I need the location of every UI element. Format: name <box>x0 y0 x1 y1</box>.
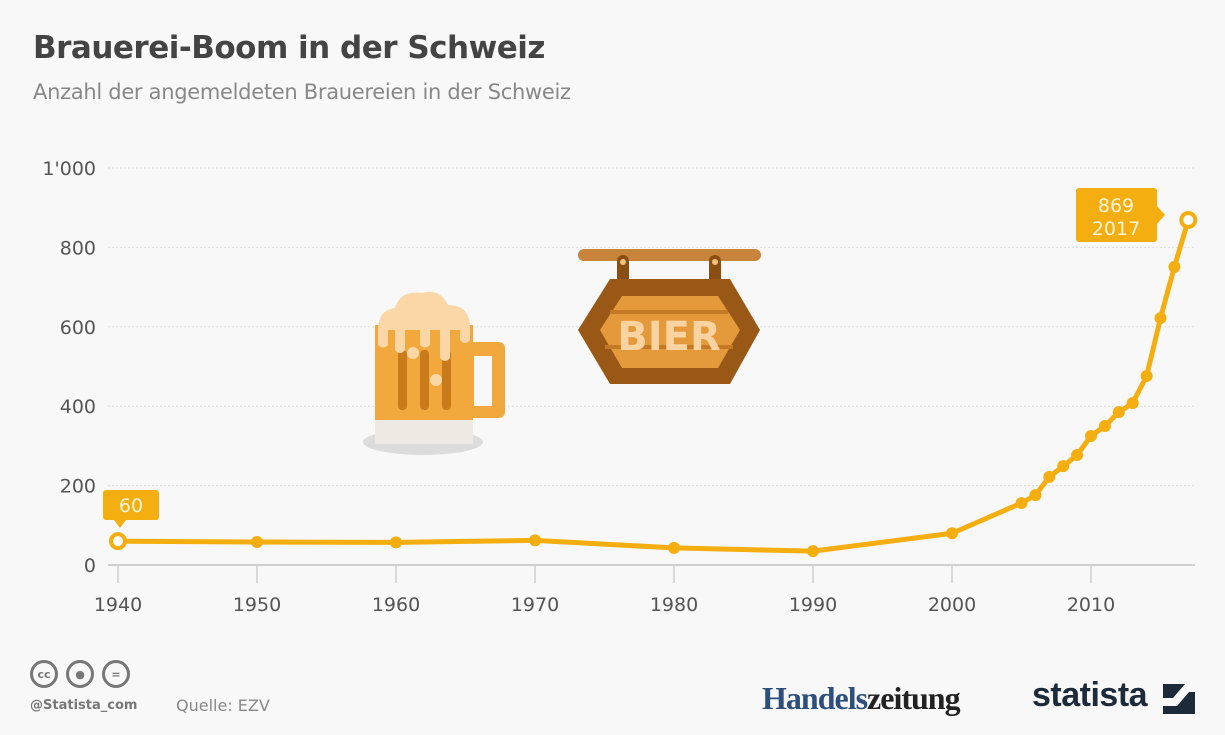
data-point <box>390 536 402 549</box>
statista-logo-icon <box>1163 684 1195 714</box>
attribution-icon: ● <box>66 660 94 688</box>
data-point <box>1071 449 1084 462</box>
x-tick-label: 1960 <box>372 594 420 616</box>
beer-sign-icon: BIER <box>578 249 761 384</box>
chart-title: Brauerei-Boom in der Schweiz <box>33 30 545 66</box>
data-point <box>1057 460 1070 473</box>
y-axis: 0 200 400 600 800 1'000 <box>42 158 96 577</box>
y-tick-label: 200 <box>60 476 96 498</box>
data-point <box>109 532 127 551</box>
y-tick-label: 800 <box>60 237 96 259</box>
statista-handle: @Statista_com <box>30 698 138 713</box>
y-tick-label: 1'000 <box>42 158 96 180</box>
license-icons: cc ● = <box>30 660 130 688</box>
cc-icon: cc <box>30 660 58 688</box>
data-point <box>1179 211 1198 230</box>
x-tick-label: 1950 <box>233 594 281 616</box>
data-point <box>1015 497 1028 510</box>
x-tick-label: 2010 <box>1067 594 1115 616</box>
x-tick-label: 1970 <box>511 594 559 616</box>
x-tick-label: 1940 <box>94 594 142 616</box>
y-tick-label: 400 <box>60 396 96 418</box>
data-point <box>1168 260 1181 273</box>
x-axis: 1940 1950 1960 1970 1980 1990 2000 2010 <box>94 564 1195 616</box>
data-point <box>1098 420 1111 433</box>
svg-text:2017: 2017 <box>1092 218 1140 240</box>
handelszeitung-logo: Handelszeitung <box>762 680 961 716</box>
svg-text:869: 869 <box>1098 195 1134 217</box>
y-tick-label: 0 <box>84 555 96 577</box>
data-point <box>807 545 819 558</box>
first-value-label: 60 <box>103 490 159 528</box>
data-points <box>109 211 1198 558</box>
chart-subtitle: Anzahl der angemeldeten Brauereien in de… <box>33 80 571 104</box>
no-derivatives-icon: = <box>102 660 130 688</box>
data-point <box>1126 397 1139 410</box>
data-line <box>117 219 1191 554</box>
x-tick-label: 2000 <box>928 594 976 616</box>
data-point <box>251 535 263 548</box>
gridlines <box>108 167 1195 487</box>
data-point <box>1140 370 1153 383</box>
y-tick-label: 600 <box>60 317 96 339</box>
beer-mug-icon <box>363 291 505 455</box>
data-point <box>946 527 958 540</box>
data-point <box>668 541 680 554</box>
sign-text: BIER <box>617 314 721 360</box>
data-point <box>1085 429 1097 442</box>
svg-text:60: 60 <box>119 495 143 517</box>
data-point <box>1112 406 1125 419</box>
data-point <box>1154 312 1167 325</box>
x-tick-label: 1980 <box>650 594 698 616</box>
x-tick-label: 1990 <box>789 594 837 616</box>
source-note: Quelle: EZV <box>176 696 270 715</box>
statista-logo: statista <box>1032 676 1148 714</box>
data-point <box>529 534 541 547</box>
data-point <box>1043 470 1056 483</box>
data-point <box>1029 489 1042 502</box>
last-value-label: 869 2017 <box>1076 188 1165 242</box>
